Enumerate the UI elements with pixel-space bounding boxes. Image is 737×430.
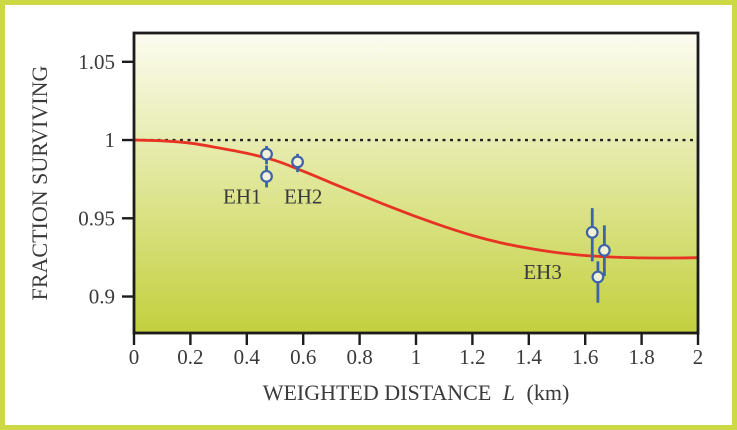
data-point-EH3 xyxy=(591,270,605,284)
x-tick-label: 1 xyxy=(411,345,422,369)
x-tick-label: 0.6 xyxy=(290,345,316,369)
x-tick-label: 1.8 xyxy=(628,345,654,369)
chart-content: 0 0.2 0.4 0.6 0.8 1 1.2 1.4 1.6 1.8 2 0.9 0.95 1 1.05 E… xyxy=(78,50,703,369)
x-tick-label: 1.4 xyxy=(516,345,543,369)
x-tick-label: 2 xyxy=(693,345,704,369)
y-tick-label: 1.05 xyxy=(78,50,115,74)
survival-fraction-chart: 0 0.2 0.4 0.6 0.8 1 1.2 1.4 1.6 1.8 2 0.9 0.95 1 1.05 E… xyxy=(27,31,703,405)
x-tick-label: 0.4 xyxy=(234,345,261,369)
y-tick-label: 1 xyxy=(105,128,116,152)
data-point-EH3 xyxy=(597,243,611,257)
x-axis-title-unit: (km) xyxy=(527,380,570,405)
x-tick-label: 1.6 xyxy=(572,345,598,369)
x-tick-label: 0.2 xyxy=(177,345,203,369)
plot-frame xyxy=(132,31,700,335)
x-tick-label: 1.2 xyxy=(459,345,485,369)
x-tick-label: 0.8 xyxy=(346,345,372,369)
x-axis-title-variable: L xyxy=(502,380,515,405)
data-point-EH1 xyxy=(260,147,273,161)
x-axis-title-text: WEIGHTED DISTANCE xyxy=(263,380,492,405)
y-tick-label: 0.95 xyxy=(78,206,115,230)
data-point-EH1 xyxy=(260,169,273,183)
plot-area-background xyxy=(134,33,698,333)
series-label-EH2: EH2 xyxy=(284,184,323,208)
y-tick-label: 0.9 xyxy=(89,285,115,309)
data-point-EH3 xyxy=(585,225,599,239)
data-point-EH2 xyxy=(291,155,304,169)
series-label-EH1: EH1 xyxy=(223,184,262,208)
y-axis-title: FRACTION SURVIVING xyxy=(27,66,52,301)
series-label-EH3: EH3 xyxy=(523,260,562,284)
x-tick-label: 0 xyxy=(129,345,140,369)
x-axis-title: WEIGHTED DISTANCE L (km) xyxy=(263,380,570,405)
